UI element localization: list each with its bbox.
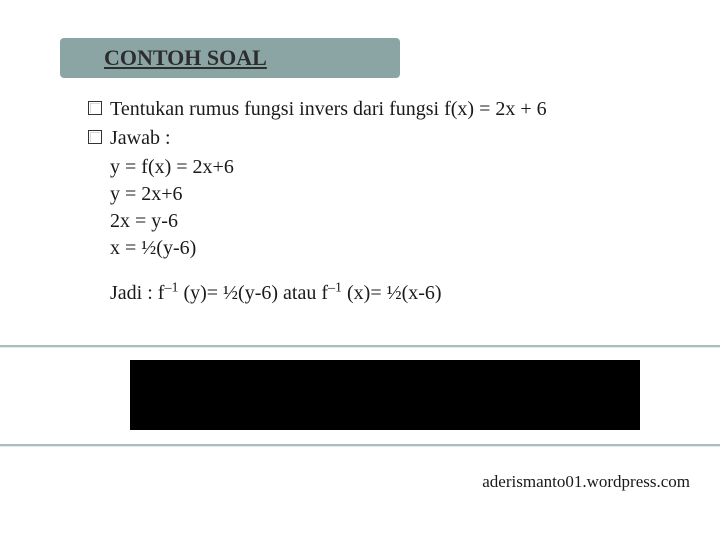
footer-attribution: aderismanto01.wordpress.com [482, 472, 690, 492]
conclusion-part-2: (y)= ½(y-6) atau f [178, 282, 328, 304]
step-2: y = 2x+6 [110, 181, 680, 208]
conclusion-line: Jadi : f–1 (y)= ½(y-6) atau f–1 (x)= ½(x… [110, 280, 680, 307]
answer-label: Jawab : [110, 125, 171, 152]
title-text: CONTOH SOAL [104, 45, 267, 71]
step-3: 2x = y-6 [110, 208, 680, 235]
step-1: y = f(x) = 2x+6 [110, 154, 680, 181]
bullet-line-2: Jawab : [88, 125, 680, 152]
divider-bottom [0, 444, 720, 446]
bullet-square-icon [88, 101, 102, 115]
conclusion-part-1: Jadi : f [110, 282, 164, 304]
conclusion-part-3: (x)= ½(x-6) [342, 282, 442, 304]
superscript-1: –1 [164, 280, 178, 295]
question-text: Tentukan rumus fungsi invers dari fungsi… [110, 96, 547, 123]
step-4: x = ½(y-6) [110, 235, 680, 262]
divider-top [0, 345, 720, 347]
superscript-2: –1 [328, 280, 342, 295]
bullet-square-icon [88, 130, 102, 144]
black-strip [130, 360, 640, 430]
title-banner: CONTOH SOAL [60, 38, 400, 78]
content-block: Tentukan rumus fungsi invers dari fungsi… [88, 96, 680, 307]
bullet-line-1: Tentukan rumus fungsi invers dari fungsi… [88, 96, 680, 123]
